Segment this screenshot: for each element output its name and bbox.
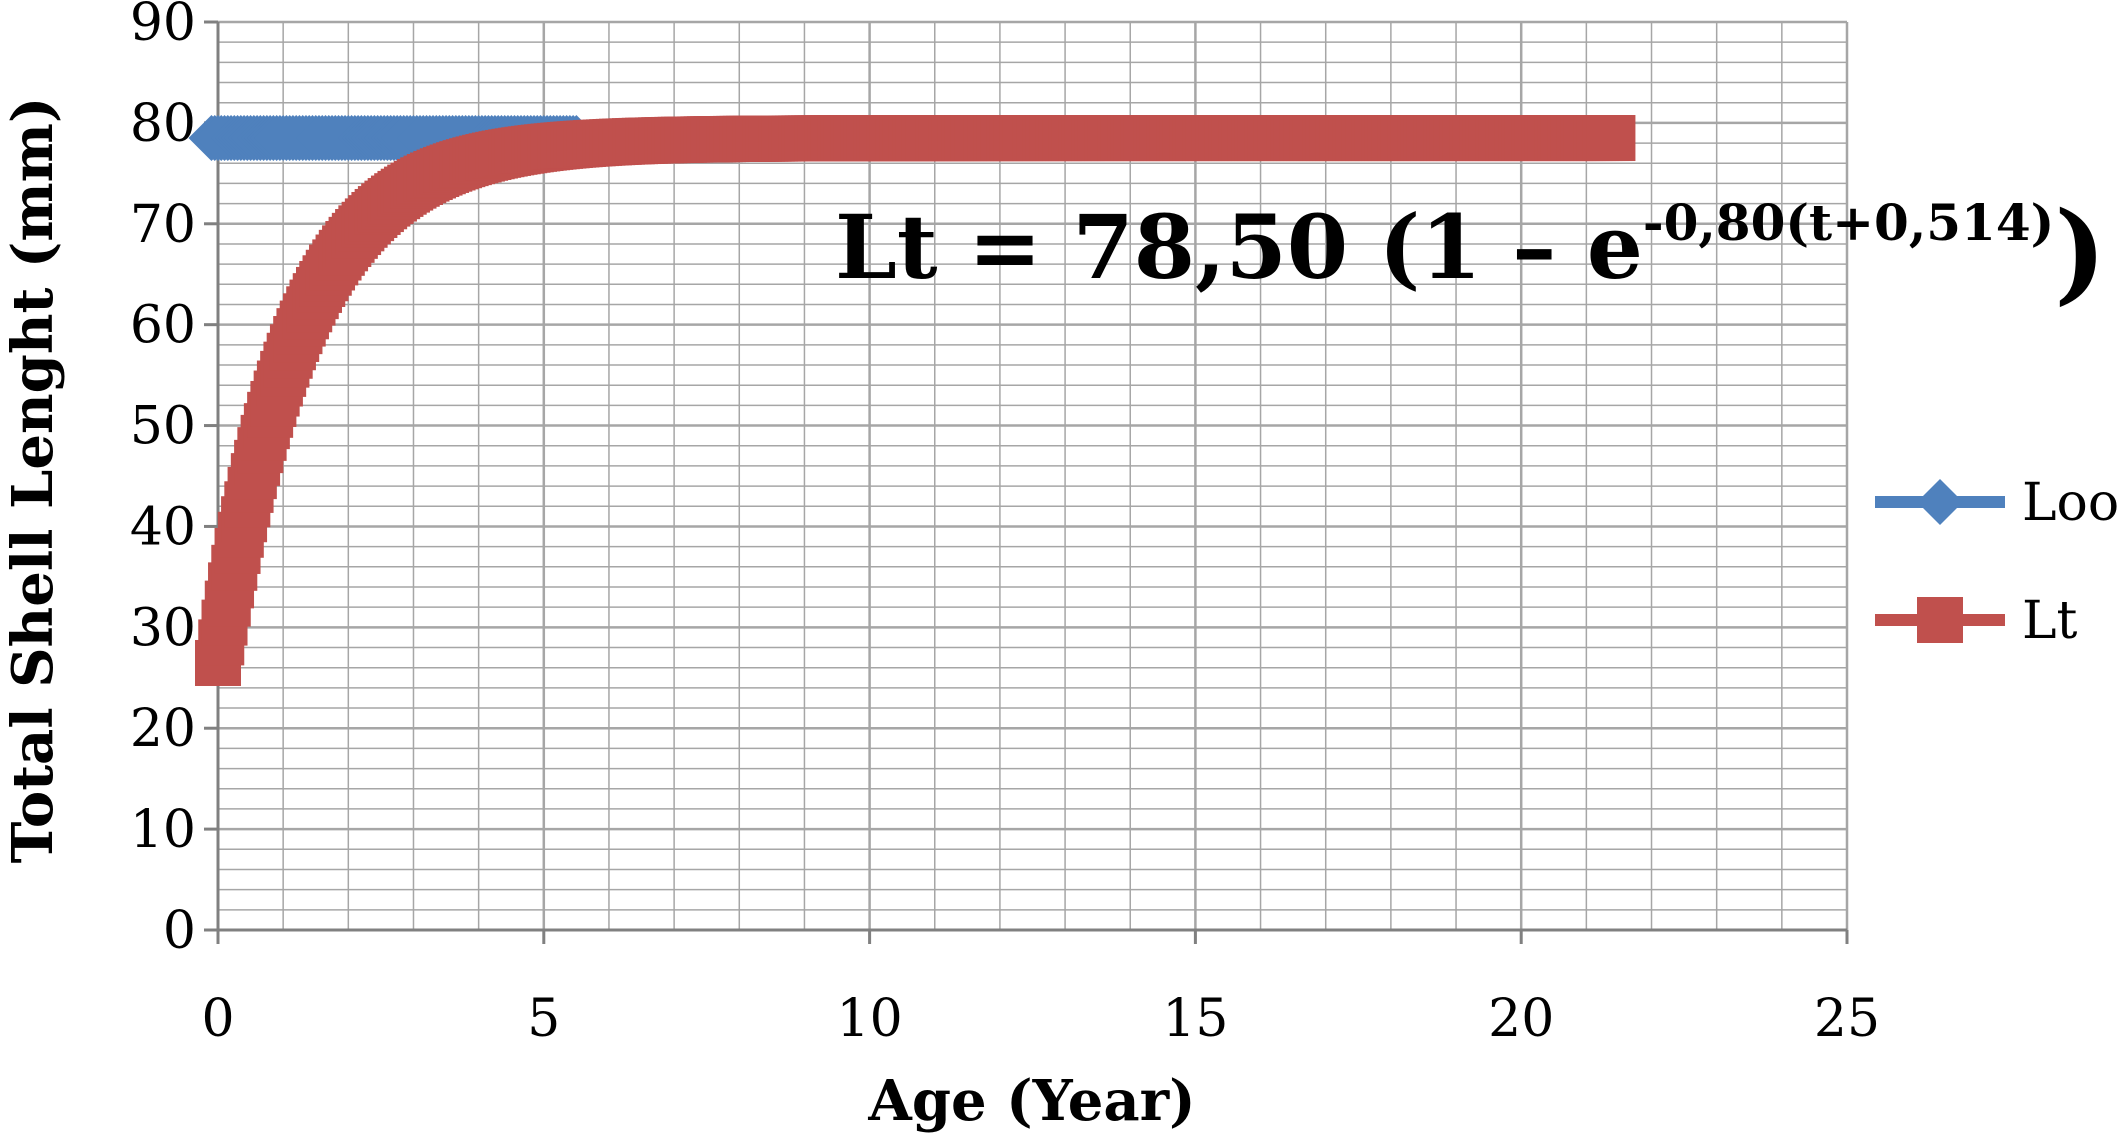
y-tick-label: 30: [130, 598, 196, 658]
legend-lt-label: Lt: [2022, 591, 2078, 651]
equation-main: Lt = 78,50 (1 – e: [835, 195, 1643, 299]
y-tick-label: 20: [130, 699, 196, 759]
x-tick-labels: 0 5 10 15 20 25: [201, 989, 1880, 1049]
axes: [204, 20, 1849, 944]
equation-close: ): [2054, 187, 2106, 316]
x-tick-label: 15: [1162, 989, 1228, 1049]
grid-lines: [216, 20, 1849, 932]
y-tick-label: 70: [130, 195, 196, 255]
y-tick-label: 0: [163, 901, 196, 961]
y-tick-label: 50: [130, 397, 196, 457]
x-tick-label: 20: [1488, 989, 1554, 1049]
y-tick-label: 80: [130, 94, 196, 154]
legend-item-loo: Loo: [1875, 473, 2119, 533]
x-tick-label: 0: [201, 989, 234, 1049]
x-tick-label: 10: [837, 989, 903, 1049]
x-axis-title: Age (Year): [867, 1068, 1195, 1134]
y-tick-labels: 0 10 20 30 40 50 60 70 80 90: [130, 0, 196, 961]
equation-superscript: -0,80(t+0,514): [1643, 193, 2054, 252]
y-tick-label: 60: [130, 296, 196, 356]
x-tick-label: 25: [1814, 989, 1880, 1049]
y-tick-label: 40: [130, 497, 196, 557]
lt-point: [1589, 115, 1636, 162]
legend-loo-marker: [1917, 479, 1963, 525]
legend-lt-marker: [1917, 597, 1963, 643]
equation-annotation: Lt = 78,50 (1 – e-0,80(t+0,514)): [835, 187, 2106, 316]
y-tick-label: 90: [130, 0, 196, 53]
legend-item-lt: Lt: [1875, 591, 2078, 651]
series-lt: [195, 115, 1636, 686]
y-tick-label: 10: [130, 800, 196, 860]
legend-loo-label: Loo: [2022, 473, 2119, 533]
y-axis-title: Total Shell Lenght (mm): [0, 97, 66, 864]
legend: Loo Lt: [1875, 473, 2119, 651]
x-tick-label: 5: [527, 989, 560, 1049]
